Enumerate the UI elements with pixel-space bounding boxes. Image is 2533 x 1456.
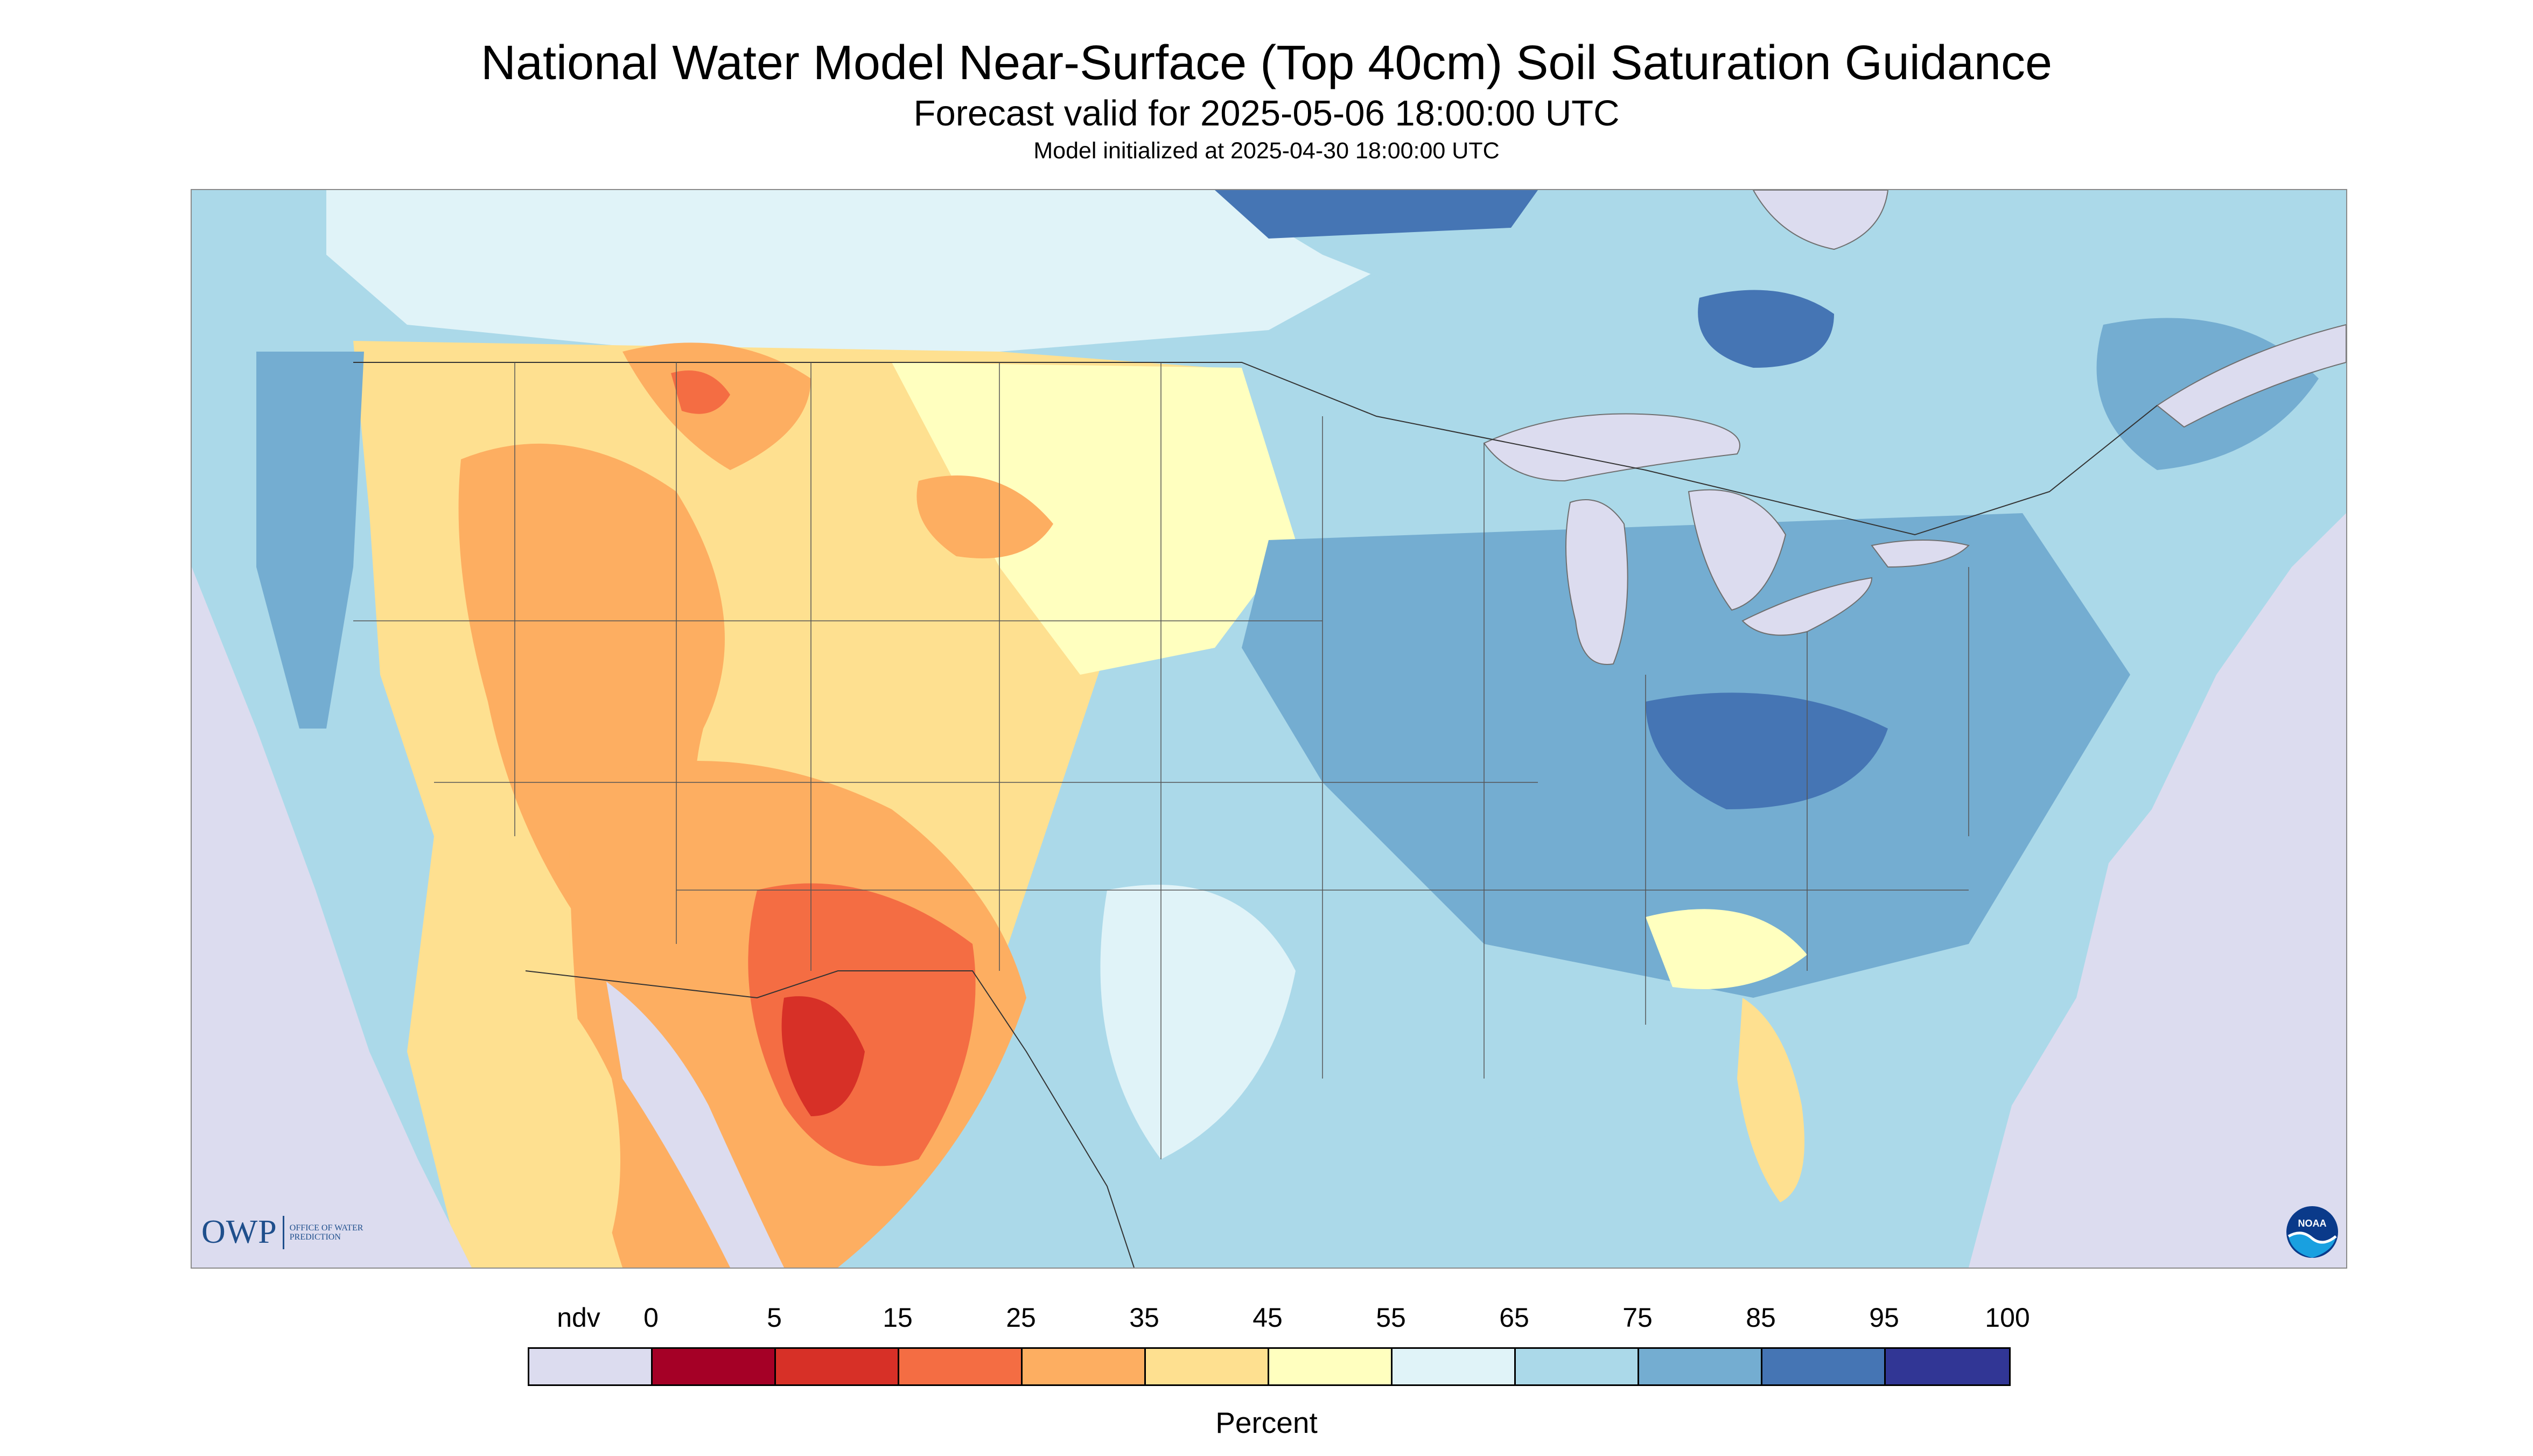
legend-bin-ndv (529, 1349, 653, 1384)
lake-michigan (1565, 499, 1628, 665)
legend-bin-25-35 (1023, 1349, 1146, 1384)
map-title: National Water Model Near-Surface (Top 4… (480, 36, 2052, 90)
legend-tick-label: 85 (1746, 1303, 1776, 1333)
gulf-of-california (606, 982, 784, 1268)
pacific-coast-wet (256, 352, 364, 729)
lake-huron (1688, 489, 1787, 611)
hudson-bay-water (1752, 190, 1889, 250)
owp-logo-subtext: OFFICE OF WATER PREDICTION (289, 1223, 363, 1242)
legend-tick-label: 100 (1985, 1303, 2030, 1333)
legend-colorbar (528, 1347, 2011, 1386)
hudson-wet-patch (1698, 290, 1834, 368)
noaa-logo-text: NOAA (2298, 1218, 2327, 1229)
florida-yellow (1737, 998, 1804, 1202)
baja-yellow (526, 976, 620, 1268)
legend-tick-label: 25 (1006, 1303, 1036, 1333)
legend-bin-75-85 (1639, 1349, 1762, 1384)
northern-wet-patch (1215, 190, 1538, 239)
owp-logo: OWP OFFICE OF WATER PREDICTION (201, 1213, 370, 1251)
state-borders (353, 362, 1969, 1159)
st-lawrence-water (2156, 324, 2346, 428)
legend-tick-label: 45 (1252, 1303, 1283, 1333)
legend-unit-label: Percent (1215, 1406, 1318, 1439)
texas-light (1100, 885, 1296, 1159)
legend-tick-label: 0 (643, 1303, 659, 1333)
legend-bin-0-5 (653, 1349, 776, 1384)
canada-belt (326, 190, 1376, 352)
noaa-logo: NOAA (2286, 1206, 2338, 1258)
ohio-valley-darker (1646, 692, 1888, 809)
legend-tick-label: 55 (1376, 1303, 1406, 1333)
model-init-time: Model initialized at 2025-04-30 18:00:00… (1033, 138, 1500, 164)
legend-bin-5-15 (776, 1349, 899, 1384)
montana-red-spot (671, 370, 730, 414)
legend-tick-label: 5 (767, 1303, 782, 1333)
forecast-valid-time: Forecast valid for 2025-05-06 18:00:00 U… (913, 93, 1620, 134)
soil-saturation-map: OWP OFFICE OF WATER PREDICTION NOAA (191, 189, 2347, 1269)
us-canada-border (353, 362, 2158, 536)
legend-tick-label: 65 (1499, 1303, 1529, 1333)
legend-tick-label: ndv (557, 1303, 600, 1333)
legend-bin-95-100 (1886, 1349, 2009, 1384)
legend-bin-65-75 (1516, 1349, 1639, 1384)
nebraska-orange (916, 475, 1053, 558)
owp-logo-divider (282, 1215, 284, 1249)
legend-bin-45-55 (1269, 1349, 1393, 1384)
legend-bin-15-25 (899, 1349, 1023, 1384)
lake-erie (1741, 577, 1873, 636)
plains-pale-yellow (892, 362, 1296, 675)
map-canvas (192, 190, 2346, 1268)
legend-tick-label: 95 (1869, 1303, 1899, 1333)
legend-bin-85-95 (1762, 1349, 1886, 1384)
legend-tick-label: 35 (1129, 1303, 1159, 1333)
owp-logo-text: OWP (201, 1214, 277, 1250)
lake-ontario (1871, 540, 1970, 568)
southeast-yellow-strip (1646, 909, 1807, 989)
legend-tick-label: 75 (1622, 1303, 1653, 1333)
sonora-red-core (781, 996, 865, 1116)
legend-bin-55-65 (1393, 1349, 1516, 1384)
legend-bin-35-45 (1146, 1349, 1269, 1384)
legend-tick-label: 15 (883, 1303, 913, 1333)
us-mexico-border (525, 970, 1135, 1268)
lake-superior (1483, 413, 1740, 482)
